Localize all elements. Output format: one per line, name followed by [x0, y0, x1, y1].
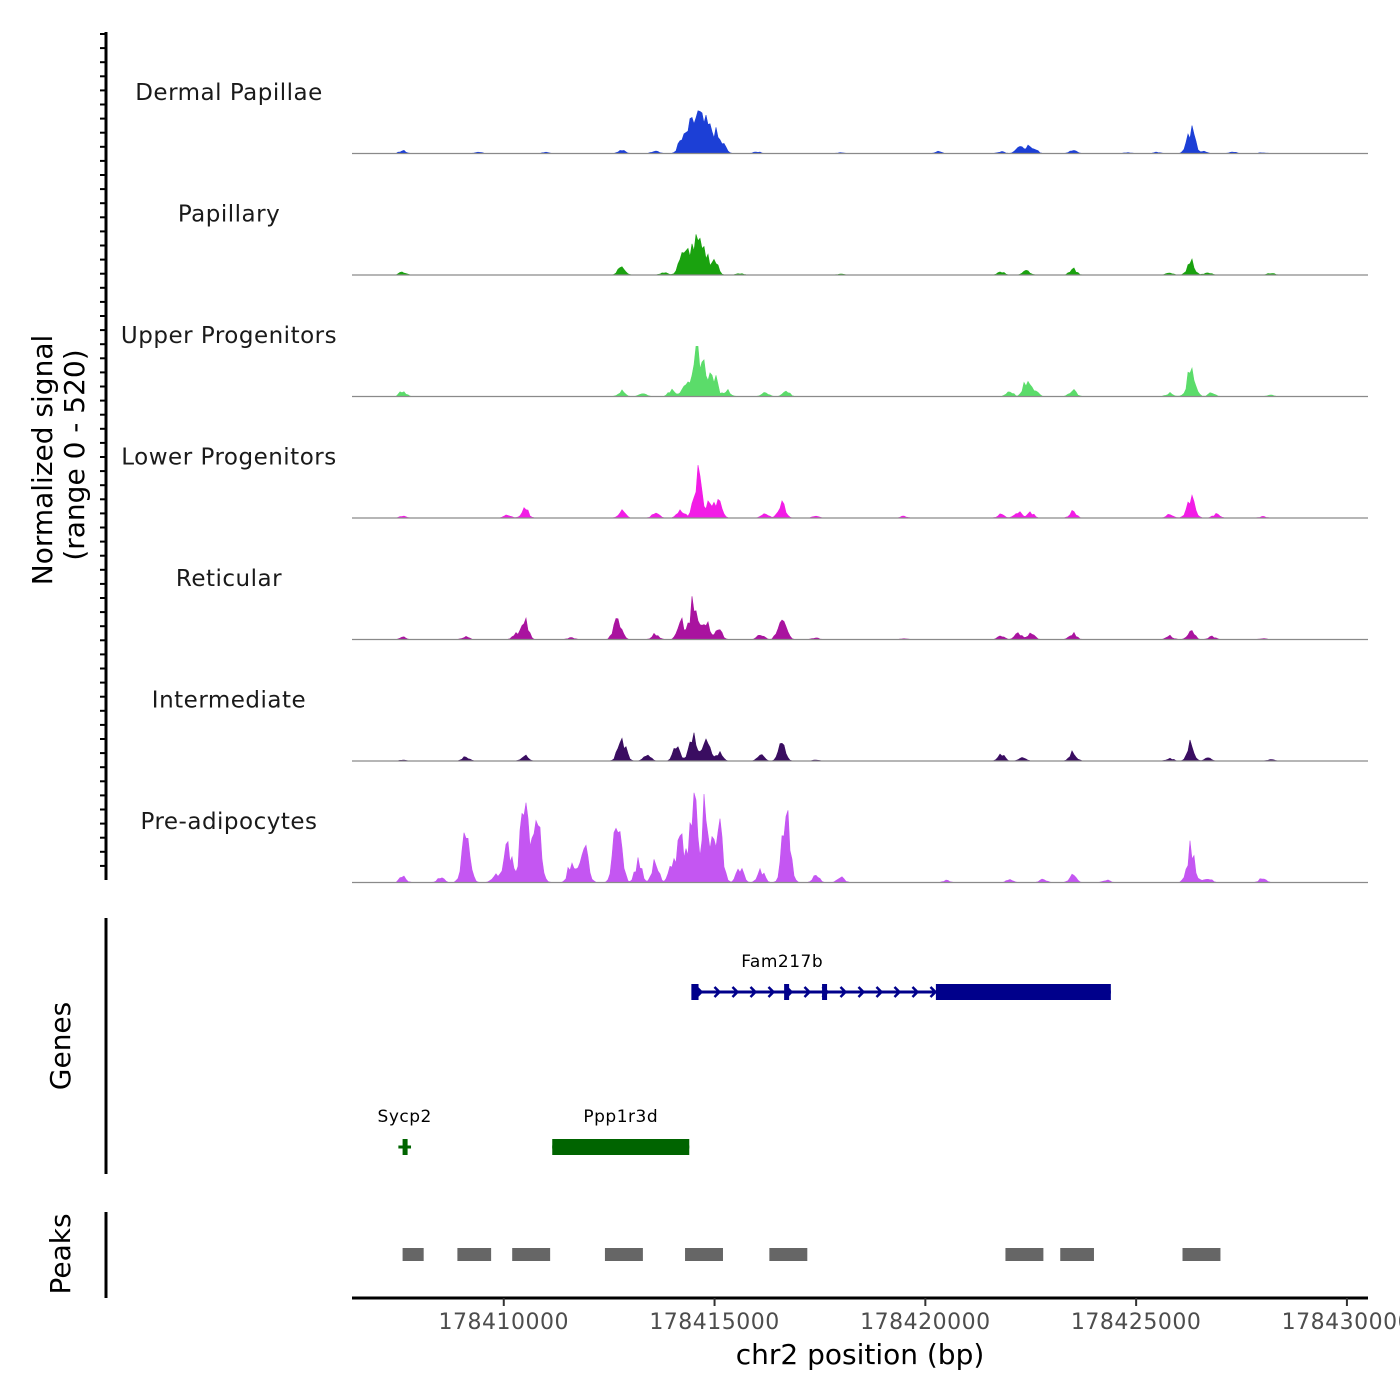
coverage-area-pre-adipocytes [352, 792, 1320, 883]
track-label: Papillary [178, 202, 280, 228]
coverage-area-intermediate [352, 732, 1320, 762]
gene-fam217b: Fam217b [691, 952, 1111, 1000]
track-label: Pre-adipocytes [140, 809, 317, 835]
gene-models: Fam217b Sycp2 Ppp1r3d [378, 952, 1111, 1155]
x-tick-label: 178420000 [860, 1310, 990, 1335]
strand-chevron [911, 986, 920, 998]
strand-chevron [749, 986, 758, 998]
genes-panel: Genes Fam217b Sycp2 Ppp1r3d [44, 918, 1111, 1174]
peak-region [1005, 1248, 1044, 1261]
peak-region [402, 1248, 424, 1261]
peak-region [769, 1248, 808, 1261]
gene-exon [691, 984, 699, 1000]
gene-exon [935, 984, 1111, 1000]
track-label: Dermal Papillae [135, 80, 323, 106]
coverage-area-lower-progenitors [352, 465, 1320, 519]
track-label: Intermediate [152, 688, 306, 714]
coverage-area-reticular [352, 596, 1320, 640]
x-axis: 178410000 178415000 178420000 178425000 1784… [352, 1296, 1400, 1371]
y-axis-title: Normalized signal (range 0 - 520) [26, 335, 91, 586]
strand-chevron [731, 986, 740, 998]
gene-ppp1r3d: Ppp1r3d [552, 1107, 690, 1155]
peaks-panel: Peaks [44, 1212, 1221, 1298]
coverage-area-upper-progenitors [352, 346, 1320, 397]
x-tick-label: 178425000 [1071, 1310, 1201, 1335]
track-labels: Dermal Papillae Papillary Upper Progenitor… [121, 80, 337, 835]
peak-region [1182, 1248, 1221, 1261]
strand-chevron [713, 986, 722, 998]
gene-exon [822, 984, 828, 1000]
coverage-tracks [352, 110, 1368, 884]
gene-label: Ppp1r3d [583, 1107, 658, 1127]
gene-label: Sycp2 [378, 1107, 432, 1127]
track-label: Reticular [176, 566, 282, 592]
x-axis-ticks: 178410000 178415000 178420000 178425000 1784… [439, 1298, 1400, 1335]
strand-chevron [929, 986, 938, 998]
coverage-area-papillary [352, 234, 1320, 276]
y-axis-title-main: Normalized signal [26, 335, 59, 586]
coverage-axis [100, 32, 108, 880]
x-axis-title: chr2 position (bp) [736, 1338, 985, 1371]
strand-chevron [875, 986, 884, 998]
gene-label: Fam217b [741, 952, 823, 972]
gene-exon [784, 984, 790, 1000]
strand-chevron [857, 986, 866, 998]
strand-chevron [839, 986, 848, 998]
peak-regions [402, 1248, 1221, 1261]
peak-region [457, 1248, 492, 1261]
gene-exon [402, 1139, 408, 1155]
peak-region [512, 1248, 551, 1261]
x-tick-label: 178410000 [439, 1310, 569, 1335]
peak-region [1060, 1248, 1094, 1261]
gene-exon [552, 1139, 690, 1155]
track-label: Upper Progenitors [121, 323, 337, 349]
gene-sycp2: Sycp2 [378, 1107, 432, 1155]
strand-chevron [803, 986, 812, 998]
x-tick-label: 178415000 [649, 1310, 779, 1335]
peaks-panel-title: Peaks [44, 1213, 77, 1294]
peak-region [685, 1248, 723, 1261]
genes-panel-title: Genes [44, 1002, 77, 1090]
x-tick-label: 178430000 [1282, 1310, 1400, 1335]
strand-chevron [767, 986, 776, 998]
strand-chevron [893, 986, 902, 998]
y-axis-title-range: (range 0 - 520) [58, 349, 91, 560]
track-label: Lower Progenitors [121, 445, 336, 471]
peak-region [604, 1248, 643, 1261]
coverage-area-dermal-papillae [352, 110, 1320, 154]
